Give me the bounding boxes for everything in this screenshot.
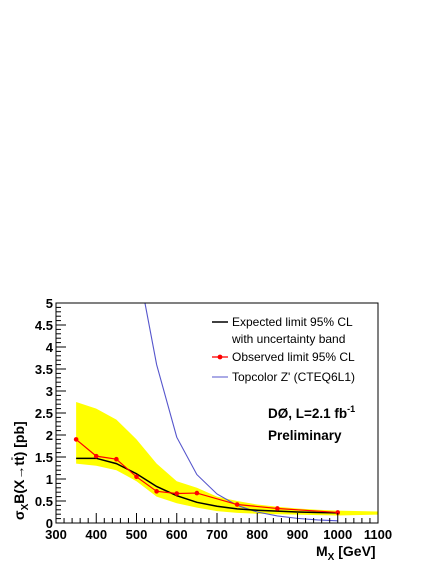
x-axis-title: MX [GeV] [316, 543, 376, 563]
y-tick-label: 4 [46, 340, 54, 355]
legend-label-observed: Observed limit 95% CL [232, 350, 355, 364]
x-tick-label: 1100 [364, 527, 392, 542]
y-axis-title: σXB(X→tt) [pb] [11, 421, 31, 520]
y-tick-label: 4.5 [35, 318, 53, 333]
y-tick-label: 3 [46, 384, 53, 399]
x-tick-label: 900 [287, 527, 309, 542]
observed-limit-point [134, 474, 139, 480]
x-tick-label: 300 [45, 527, 67, 542]
observed-limit-line [75, 438, 338, 514]
observed-limit-point [114, 456, 119, 462]
legend-label-topcolor: Topcolor Z' (CTEQ6L1) [232, 370, 355, 384]
y-tick-label: 1.5 [35, 450, 53, 465]
observed-limit-point [93, 453, 99, 459]
y-tick-label: 1 [46, 472, 53, 487]
observed-limit-point [73, 437, 79, 442]
legend-label-expected: Expected limit 95% CL [232, 315, 353, 329]
observed-limit-point [234, 502, 240, 507]
series-layer [73, 302, 341, 522]
y-tick-label: 2.5 [35, 406, 53, 421]
experiment-label: DØ, L=2.1 fb-1 [268, 404, 355, 421]
tick-layer: 300 400 500 600 700 800 900 1000 1100 0 0.5 1 1.5 2 2.… [35, 296, 392, 542]
observed-limit-point [275, 506, 280, 511]
x-tick-label: 700 [206, 527, 228, 542]
x-tick-label: 800 [246, 527, 268, 542]
expected-limit-line [76, 457, 338, 514]
observed-limit-point [194, 490, 200, 496]
y-tick-label: 0 [46, 516, 53, 531]
observed-limit-point [335, 510, 341, 515]
observed-limit-point [154, 489, 159, 494]
legend: Expected limit 95% CL with uncertainty b… [212, 315, 355, 384]
y-tick-label: 2 [46, 428, 53, 443]
status-label: Preliminary [268, 428, 342, 443]
x-tick-label: 1000 [323, 527, 352, 542]
observed-limit-point [174, 491, 180, 496]
legend-label-expected-line2: with uncertainty band [231, 332, 345, 346]
legend-marker-observed [217, 354, 223, 360]
x-tick-label: 600 [166, 527, 188, 542]
y-tick-label: 3.5 [35, 362, 53, 377]
x-tick-label: 500 [126, 527, 148, 542]
y-tick-label: 5 [46, 296, 53, 311]
x-tick-label: 400 [85, 527, 107, 542]
y-tick-label: 0.5 [35, 494, 53, 509]
